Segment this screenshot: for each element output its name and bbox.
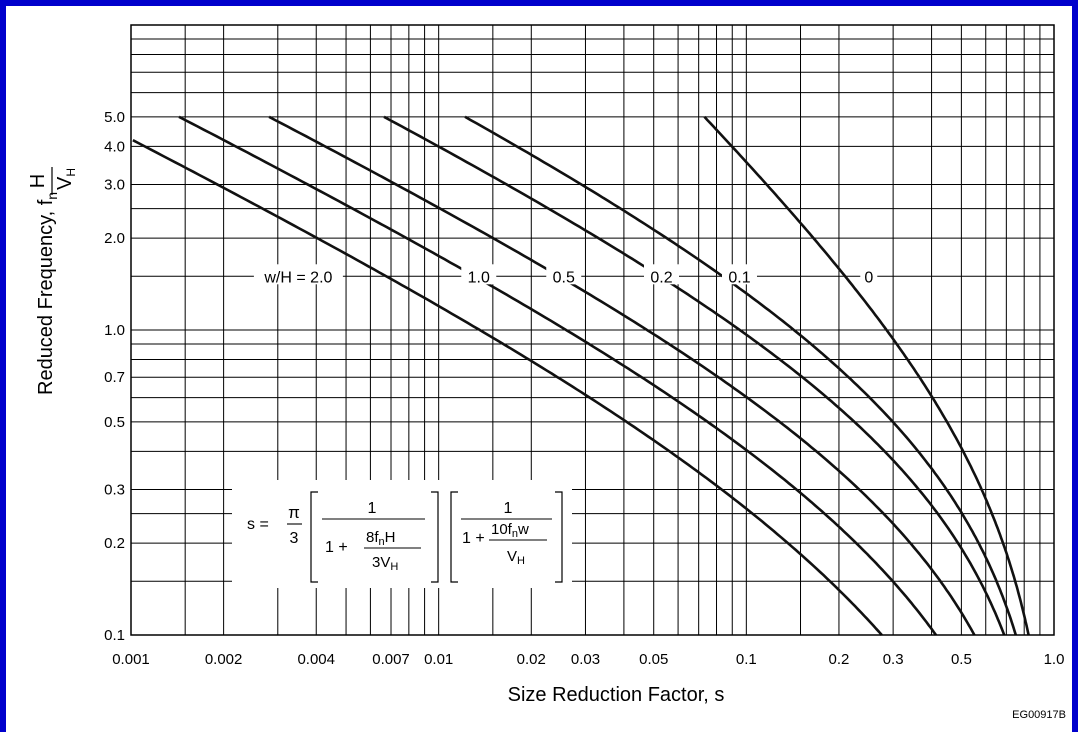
y-tick-label: 4.0: [104, 138, 125, 155]
x-axis-label: Size Reduction Factor, s: [508, 684, 725, 706]
x-tick-label: 0.3: [883, 651, 904, 668]
x-tick-label: 0.002: [205, 651, 243, 668]
curve-wH-2.0: [132, 139, 883, 636]
x-tick-label: 0.02: [517, 651, 546, 668]
curve-label: w/H = 2.0: [263, 269, 332, 286]
curve-label-bg: [644, 264, 680, 285]
y-axis-frac-num: H: [27, 174, 49, 188]
term-2-one: 1: [504, 500, 513, 517]
curve-label-bg: [546, 264, 582, 285]
y-tick-label: 3.0: [104, 176, 125, 193]
x-tick-label: 0.004: [297, 651, 335, 668]
curve-label: 0.5: [553, 269, 575, 286]
term-2-numerator: 10fnw: [491, 521, 529, 540]
x-tick-label: 1.0: [1044, 651, 1065, 668]
term-1-one: 1: [368, 500, 377, 517]
y-tick-label: 2.0: [104, 230, 125, 247]
curve-label-bg: [860, 264, 878, 285]
plot-area: [130, 24, 1055, 636]
curve-labels: w/H = 2.0 1.0 0.5 0.2 0.1 0: [253, 264, 878, 286]
term-1-den-main: 3V: [372, 554, 390, 571]
bracket-1-right: [431, 491, 439, 583]
formula-background: [232, 480, 572, 588]
term-1-den-sub: H: [390, 561, 398, 573]
bracket-1-left: [310, 491, 318, 583]
x-tick-label: 0.1: [736, 651, 757, 668]
curve-label-bg: [721, 264, 757, 285]
curves: [132, 115, 1030, 636]
curve-wH-0.2: [383, 115, 1006, 636]
y-tick-label: 0.7: [104, 369, 125, 386]
x-tick-label: 0.5: [951, 651, 972, 668]
y-axis-frac-den: VH: [54, 168, 78, 190]
y-axis-frac-den-sub: H: [64, 168, 78, 177]
formula-pi: π: [288, 503, 300, 522]
curve-label-bg: [461, 264, 497, 285]
y-tick-label: 5.0: [104, 109, 125, 126]
term-2-num-tail: w: [517, 521, 529, 538]
term-2-den-main: V: [507, 548, 517, 565]
term-1-denominator: 3VH: [372, 554, 398, 573]
term-2-denominator: VH: [507, 548, 525, 567]
term-1-num-tail: H: [385, 529, 396, 546]
formula-three: 3: [290, 530, 299, 547]
x-tick-label: 0.2: [829, 651, 850, 668]
y-tick-label: 0.2: [104, 535, 125, 552]
y-axis-frac-den-main: V: [54, 176, 76, 190]
x-tick-label: 0.03: [571, 651, 600, 668]
term-2-den-sub: H: [517, 555, 525, 567]
x-tick-label: 0.007: [372, 651, 410, 668]
y-axis-label: Reduced Frequency, fn: [35, 192, 60, 395]
figure-code: EG00917B: [1012, 709, 1066, 721]
bracket-2-left: [450, 491, 458, 583]
y-tick-label: 1.0: [104, 322, 125, 339]
term-2-one-plus: 1 +: [462, 530, 485, 547]
term-2-num-sub: n: [512, 528, 518, 540]
curve-wH-0.5: [268, 115, 976, 636]
y-axis-label-main: Reduced Frequency, f: [35, 199, 57, 395]
curve-label: 0.1: [728, 269, 750, 286]
term-1-numerator: 8fnH: [366, 529, 395, 548]
curve-label-bg: [253, 264, 343, 285]
formula-box: s = π 3 1 1 + 8fnH 3VH 1 1 + 10fnw VH: [232, 480, 572, 588]
curve-wH-0.1: [464, 115, 1018, 636]
curve-label: 0: [864, 269, 873, 286]
formula-s-eq: s =: [247, 516, 269, 533]
y-tick-label: 0.3: [104, 481, 125, 498]
curve-label: 1.0: [468, 269, 490, 286]
y-axis-label-group: Reduced Frequency, fn H VH: [27, 167, 78, 395]
curve-wH-0: [703, 115, 1030, 636]
x-tick-label: 0.01: [424, 651, 453, 668]
x-tick-label: 0.05: [639, 651, 668, 668]
term-1-one-plus: 1 +: [325, 539, 348, 556]
curve-wH-1.0: [178, 115, 938, 636]
term-2-num-main: 10f: [491, 521, 513, 538]
term-1-num-sub: n: [379, 536, 385, 548]
y-tick-label: 0.5: [104, 414, 125, 431]
bracket-2-right: [555, 491, 563, 583]
tick-labels: 0.001 0.002 0.004 0.007 0.01 0.02 0.03 0.05 0.1 0…: [104, 109, 1064, 668]
curve-label: 0.2: [650, 269, 672, 286]
y-axis-label-sub: n: [44, 192, 60, 200]
y-tick-label: 0.1: [104, 627, 125, 644]
x-tick-label: 0.001: [112, 651, 150, 668]
term-1-num-main: 8f: [366, 529, 379, 546]
